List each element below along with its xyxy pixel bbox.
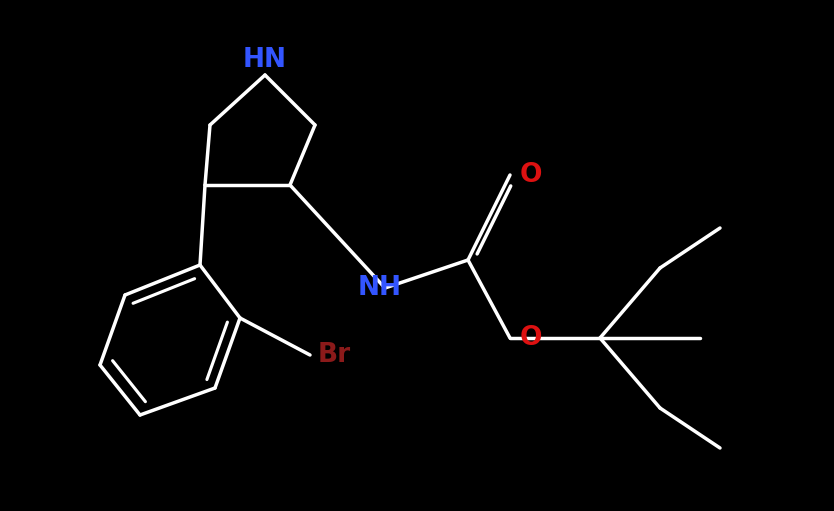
- Text: NH: NH: [358, 275, 402, 301]
- Text: O: O: [520, 162, 542, 188]
- Text: Br: Br: [318, 342, 351, 368]
- Text: HN: HN: [243, 47, 287, 73]
- Text: O: O: [520, 325, 542, 351]
